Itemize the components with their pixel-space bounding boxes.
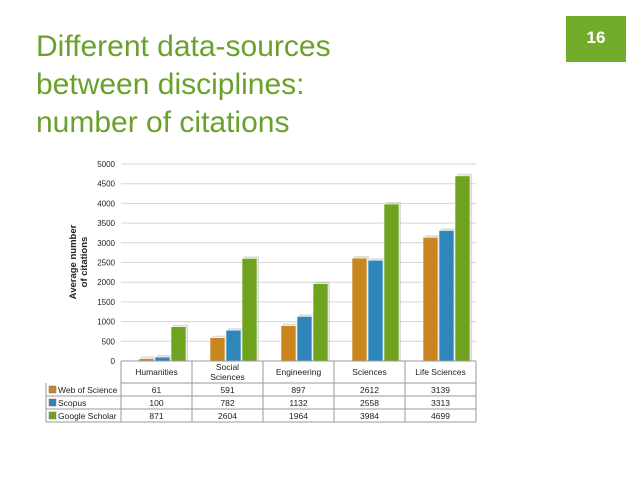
table-value: 1132 — [289, 398, 308, 408]
category-label: Sciences — [210, 372, 245, 382]
table-value: 2612 — [360, 385, 379, 395]
y-axis-title: of citations — [79, 237, 90, 288]
legend-swatch — [48, 411, 57, 420]
slide-title-line: between disciplines: — [36, 68, 305, 101]
table-value: 1964 — [289, 411, 308, 421]
y-tick-label: 5000 — [97, 160, 115, 169]
table-value: 3984 — [360, 411, 379, 421]
table-value: 3139 — [431, 385, 450, 395]
category-label: Life Sciences — [415, 367, 466, 377]
slide-title-line: Different data-sources — [36, 30, 331, 63]
bar — [438, 230, 455, 362]
slide-number-badge: 16 — [566, 16, 626, 62]
bar — [170, 326, 187, 362]
bar — [225, 329, 242, 362]
legend-series-name: Google Scholar — [58, 411, 117, 421]
y-tick-label: 4000 — [97, 199, 115, 208]
slide-title: Different data-sources between disciplin… — [36, 28, 466, 142]
category-label: Humanities — [135, 367, 178, 377]
legend-series-name: Web of Science — [58, 385, 118, 395]
table-value: 782 — [220, 398, 234, 408]
bar — [454, 175, 471, 362]
category-label: Social — [216, 362, 239, 372]
y-tick-label: 500 — [102, 337, 116, 346]
table-value: 3313 — [431, 398, 450, 408]
table-value: 897 — [291, 385, 305, 395]
y-axis-title: Average number — [68, 224, 79, 299]
y-tick-label: 4500 — [97, 180, 115, 189]
bar — [351, 257, 368, 362]
table-value: 4699 — [431, 411, 450, 421]
table-value: 591 — [220, 385, 234, 395]
bar — [154, 356, 171, 362]
y-tick-label: 3000 — [97, 239, 115, 248]
bar — [367, 259, 384, 362]
y-tick-label: 1000 — [97, 318, 115, 327]
bar — [241, 258, 258, 362]
legend-series-name: Scopus — [58, 398, 86, 408]
legend-swatch — [48, 385, 57, 394]
table-value: 100 — [149, 398, 163, 408]
bar — [312, 283, 329, 362]
bar — [296, 316, 313, 362]
table-value: 871 — [149, 411, 163, 421]
y-tick-label: 2000 — [97, 278, 115, 287]
bar — [383, 203, 400, 362]
table-value: 2558 — [360, 398, 379, 408]
slide-title-line: number of citations — [36, 106, 290, 139]
table-value: 2604 — [218, 411, 237, 421]
y-tick-label: 2500 — [97, 259, 115, 268]
slide-number: 16 — [586, 28, 606, 47]
category-label: Sciences — [352, 367, 387, 377]
bar — [209, 337, 226, 362]
y-tick-label: 1500 — [97, 298, 115, 307]
y-tick-label: 3500 — [97, 219, 115, 228]
legend-swatch — [48, 398, 57, 407]
category-label: Engineering — [276, 367, 322, 377]
bar — [280, 325, 297, 362]
table-value: 61 — [152, 385, 162, 395]
bar — [422, 237, 439, 362]
y-tick-label: 0 — [111, 357, 116, 366]
